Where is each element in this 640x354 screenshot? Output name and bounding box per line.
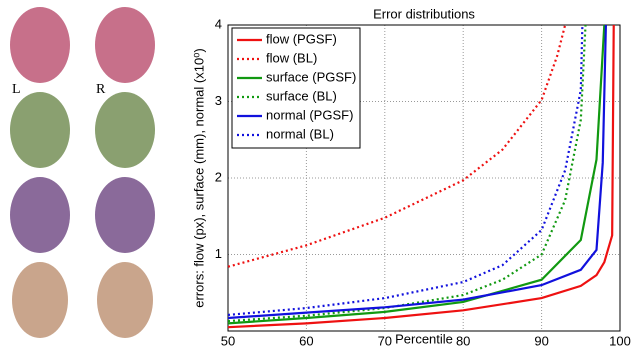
panel-label: R xyxy=(96,82,106,97)
panel-label: L xyxy=(12,82,21,97)
y-tick-label: 2 xyxy=(215,169,222,184)
legend-label: surface (BL) xyxy=(266,88,337,103)
x-tick-label: 90 xyxy=(534,333,548,348)
legend-label: surface (PGSF) xyxy=(266,69,356,84)
x-tick-label: 70 xyxy=(378,333,392,348)
legend-label: normal (BL) xyxy=(266,126,334,141)
x-tick-label: 80 xyxy=(456,333,470,348)
x-tick-label: 50 xyxy=(221,333,235,348)
y-tick-label: 4 xyxy=(215,16,222,31)
chart-title: Error distributions xyxy=(373,6,475,21)
legend-label: flow (BL) xyxy=(266,50,317,65)
legend-label: normal (PGSF) xyxy=(266,107,353,122)
x-axis-label: Percentile xyxy=(395,331,453,346)
face-images xyxy=(10,7,155,338)
y-axis-label: errors: flow (px), surface (mm), normal … xyxy=(191,48,206,307)
figure: L R Error distributions Percentile error… xyxy=(0,0,640,349)
x-tick-label: 100 xyxy=(609,333,631,348)
y-tick-label: 1 xyxy=(215,246,222,261)
x-tick-label: 60 xyxy=(299,333,313,348)
y-tick-label: 3 xyxy=(215,93,222,108)
legend-label: flow (PGSF) xyxy=(266,31,337,46)
